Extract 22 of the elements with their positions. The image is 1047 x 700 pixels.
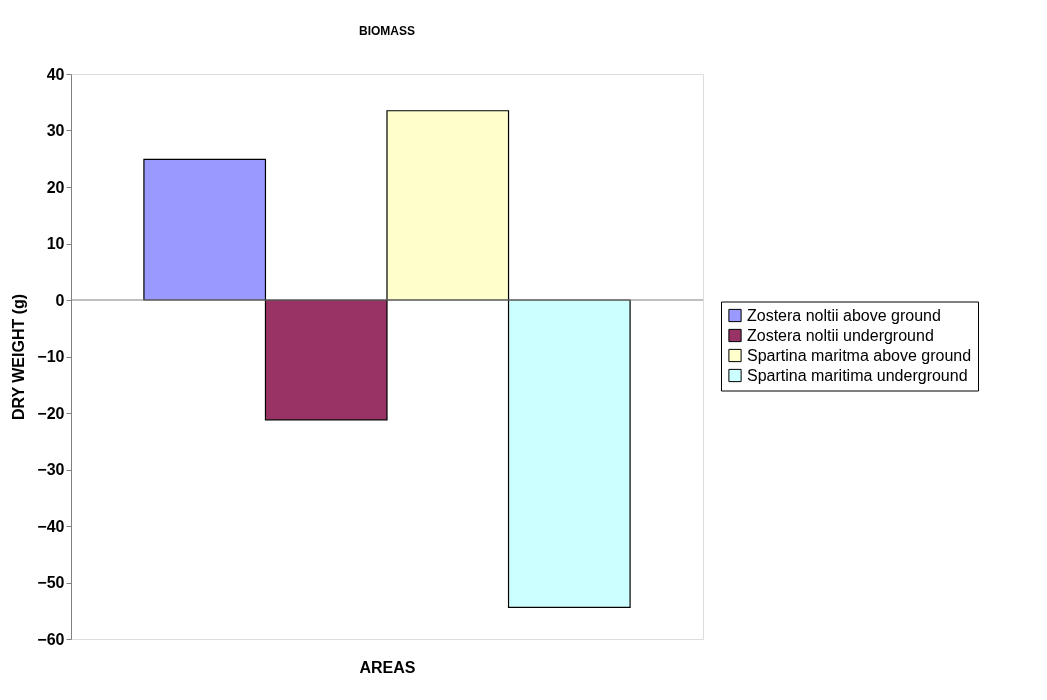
y-tick-label: −20 [37,404,65,422]
y-tick-label: −30 [37,461,65,478]
bar [264,299,388,421]
y-tick-label: −50 [37,574,65,591]
y-tick-label: −10 [37,348,65,365]
y-tick-label: −40 [37,517,65,535]
legend-label: Zostera noltii underground [747,326,934,344]
y-tick-label: 40 [46,65,65,83]
y-tick-label: 30 [46,122,65,139]
y-tick-label: 0 [55,291,65,309]
y-tick-label: 20 [46,178,65,196]
legend-label: Spartina maritima underground [747,366,968,384]
legend-label: Zostera noltii above ground [747,306,941,324]
y-axis-title: DRY WEIGHT (g) [10,293,28,421]
y-tick-label: −60 [37,630,65,648]
x-axis-title: AREAS [359,658,416,676]
bar [386,110,510,301]
bar [143,158,267,301]
y-tick-label: 10 [46,235,65,252]
chart-title: BIOMASS [358,24,416,38]
bar [507,299,631,608]
legend-label: Spartina maritma above ground [747,346,972,364]
